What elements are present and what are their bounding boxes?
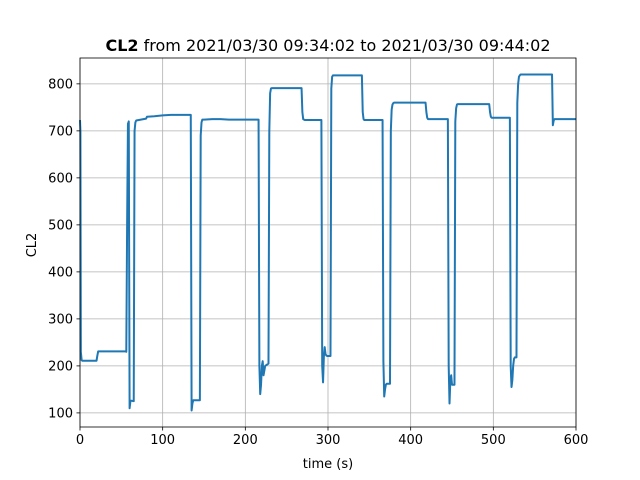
grid [79,58,577,427]
y-tick-label: 200 [48,359,73,374]
x-tick-label: 600 [564,433,589,448]
y-axis-label: CL2 [25,233,40,258]
x-tick-label: 0 [76,433,84,448]
x-tick-label: 400 [398,433,423,448]
y-tick-label: 700 [48,124,73,139]
x-axis-label: time (s) [303,457,353,472]
x-tick-label: 500 [481,433,506,448]
chart-title: CL2 from 2021/03/30 09:34:02 to 2021/03/… [105,36,550,55]
y-tick-label: 100 [48,406,73,421]
y-tick-label: 600 [48,171,73,186]
y-tick-label: 500 [48,218,73,233]
y-tick-label: 300 [48,312,73,327]
series-layer [79,73,576,412]
y-tick-label: 800 [48,77,73,92]
y-axis-ticks: 100 200 300 400 500 600 700 800 [48,77,80,421]
chart-title-rest: from 2021/03/30 09:34:02 to 2021/03/30 0… [139,36,551,55]
series-line-0 [79,73,576,412]
x-axis-ticks: 0 100 200 300 400 500 600 [76,427,589,448]
chart-title-bold: CL2 [105,36,138,55]
y-tick-label: 400 [48,265,73,280]
x-tick-label: 200 [233,433,258,448]
x-tick-label: 100 [150,433,175,448]
x-tick-label: 300 [316,433,341,448]
